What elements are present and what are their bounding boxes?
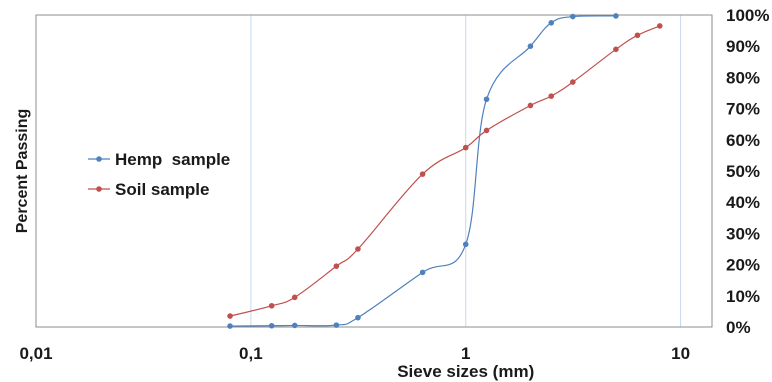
y-tick-label: 70% (726, 100, 760, 119)
data-point (570, 79, 576, 85)
series-layer (227, 13, 663, 329)
legend-label: Hemp sample (115, 150, 230, 169)
data-point (291, 294, 298, 301)
y-tick-label: 20% (726, 256, 760, 275)
y-tick-label: 60% (726, 131, 760, 150)
data-point (483, 96, 490, 103)
y-tick-label: 30% (726, 224, 760, 243)
x-tick-label: 0,01 (19, 344, 52, 363)
legend-swatch-marker (96, 156, 102, 162)
y-tick-label: 100% (726, 6, 769, 25)
legend-swatch-marker (96, 186, 102, 192)
series-soil-sample (227, 23, 663, 319)
plot-area-border (35, 14, 713, 328)
data-point (462, 241, 469, 248)
legend-item-hemp-sample: Hemp sample (88, 150, 230, 169)
legend-item-soil-sample: Soil sample (88, 180, 209, 199)
data-point (527, 43, 534, 49)
x-axis-title: Sieve sizes (mm) (397, 362, 534, 381)
data-point (268, 322, 275, 329)
y-tick-label: 90% (726, 37, 760, 56)
data-point (355, 314, 361, 321)
y-axis-title: Percent Passing (14, 109, 31, 234)
data-point (355, 246, 361, 252)
y-tick-label: 50% (726, 162, 760, 181)
data-point (634, 32, 641, 39)
data-point (291, 322, 298, 329)
y-tick-label: 0% (726, 318, 751, 337)
data-point (483, 127, 490, 134)
data-point (462, 144, 469, 151)
legend-label: Soil sample (115, 180, 209, 199)
y-tick-label: 40% (726, 193, 760, 212)
y-tick-label: 80% (726, 68, 760, 87)
data-point (548, 20, 555, 26)
data-point (333, 263, 340, 269)
x-tick-label: 0,1 (239, 344, 263, 363)
x-axis-ticks: 0,01 0,1 1 10 (19, 344, 690, 363)
data-point (527, 102, 534, 109)
y-axis-ticks: 0% 10% 20% 30% 40% 50% 60% 70% 80% 90% 100% (726, 6, 769, 337)
legend: Hemp sample Soil sample (88, 150, 230, 199)
x-tick-label: 1 (461, 344, 470, 363)
data-point (570, 13, 576, 20)
series-hemp-sample (227, 13, 619, 329)
data-point (227, 323, 233, 329)
data-point (613, 13, 619, 19)
data-point (613, 46, 619, 53)
data-point (227, 313, 233, 319)
data-point (268, 302, 275, 309)
data-point (656, 23, 663, 29)
data-point (419, 269, 426, 276)
data-point (419, 171, 426, 177)
series-line-soil-sample (229, 25, 661, 317)
data-point (548, 93, 555, 99)
x-tick-label: 10 (671, 344, 690, 363)
data-point (333, 322, 340, 328)
y-tick-label: 10% (726, 287, 760, 306)
